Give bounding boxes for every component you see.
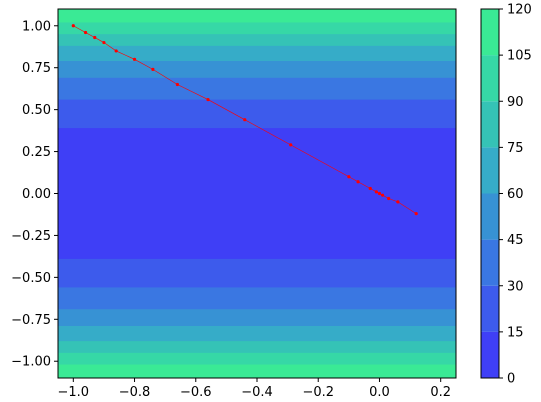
path-point: [114, 49, 118, 53]
path-point: [387, 196, 391, 201]
x-tick-label: −0.2: [302, 385, 334, 400]
path-point: [414, 212, 418, 216]
path-point: [374, 190, 378, 194]
x-tick-label: −0.4: [241, 385, 273, 400]
colorbar-tick-label: 90: [507, 95, 524, 110]
path-point: [132, 57, 137, 61]
path-point: [377, 191, 382, 196]
colorbar-tick-label: 0: [507, 372, 515, 387]
contour-bands: [58, 9, 456, 378]
y-tick-label: 0.00: [22, 187, 51, 202]
path-point: [175, 82, 179, 87]
path-point: [356, 180, 360, 184]
x-tick-label: −0.6: [180, 385, 212, 400]
colorbar-tick-label: 75: [507, 141, 524, 156]
y-tick-label: 0.75: [22, 61, 51, 76]
path-point: [243, 118, 247, 122]
path-point: [102, 40, 106, 45]
y-tick-label: −1.00: [11, 355, 51, 370]
colorbar-band: [481, 239, 499, 286]
colorbar-band: [481, 55, 499, 102]
y-axis: −1.00 −0.75 −0.50 −0.25 0.00 0.25 0.50 0.75 1.00: [11, 19, 58, 370]
x-tick-label: 0.2: [430, 385, 451, 400]
path-point: [93, 35, 97, 40]
path-point: [71, 24, 75, 28]
descent-path: [71, 24, 418, 216]
y-tick-label: 1.00: [22, 19, 51, 34]
x-axis: −1.0 −0.8 −0.6 −0.4 −0.2 0.0 0.2: [58, 378, 451, 400]
path-point: [206, 97, 210, 102]
path-point: [347, 175, 351, 179]
colorbar-band: [481, 285, 499, 332]
y-tick-label: −0.50: [11, 271, 51, 286]
y-tick-label: 0.50: [22, 103, 51, 118]
path-point: [289, 143, 293, 147]
path-point: [368, 186, 372, 191]
y-tick-label: −0.75: [11, 313, 51, 328]
y-tick-label: −0.25: [11, 229, 51, 244]
colorbar-tick-label: 30: [507, 279, 524, 294]
colorbar-tick-label: 120: [507, 3, 532, 18]
colorbar-band: [481, 9, 499, 56]
colorbar-band: [481, 193, 499, 240]
x-tick-label: 0.0: [369, 385, 390, 400]
colorbar: 0 15 30 45 60 75 90 105 120: [480, 3, 532, 387]
colorbar-tick-label: 60: [507, 187, 524, 202]
y-tick-label: 0.25: [22, 145, 51, 160]
colorbar-tick-label: 105: [507, 49, 532, 64]
colorbar-tick-label: 45: [507, 233, 524, 248]
path-point: [396, 200, 400, 204]
path-point: [83, 30, 88, 35]
x-tick-label: −1.0: [58, 385, 90, 400]
path-point: [380, 193, 385, 197]
colorbar-band: [481, 101, 499, 148]
colorbar-band: [481, 147, 499, 194]
contour-band: [58, 128, 456, 259]
path-point: [151, 67, 155, 71]
colorbar-tick-label: 15: [507, 325, 524, 340]
colorbar-band: [481, 331, 499, 378]
x-tick-label: −0.8: [119, 385, 151, 400]
